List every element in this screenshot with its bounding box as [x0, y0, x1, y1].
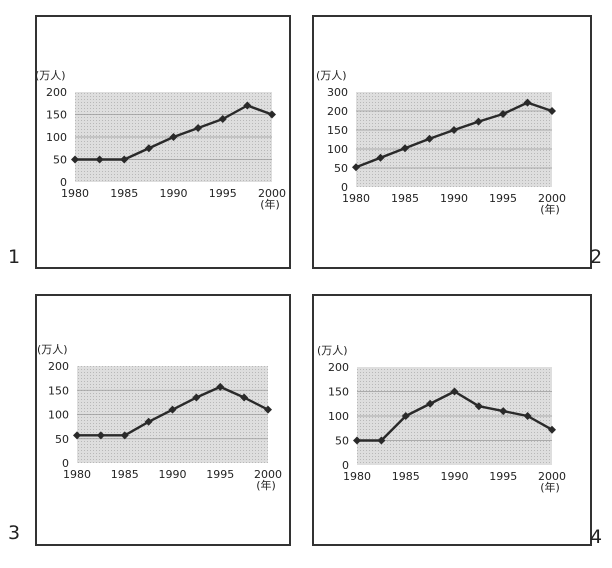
- chart-panel-4: 0 50 100 150 200 1980 1985 1990 1995 2000 (万人) (年): [312, 294, 592, 546]
- y-tick-label: 100: [48, 409, 69, 422]
- x-tick-label: 1990: [160, 187, 188, 200]
- data-point: [426, 399, 435, 408]
- x-tick-label: 1995: [206, 468, 234, 481]
- y-tick-label: 100: [46, 131, 67, 144]
- data-point: [352, 163, 360, 172]
- data-point: [523, 98, 532, 107]
- data-point: [120, 431, 129, 440]
- data-point: [194, 124, 203, 132]
- y-tick-label: 150: [327, 124, 348, 137]
- x-tick-label: 1995: [489, 470, 517, 483]
- data-point: [401, 144, 409, 153]
- data-point: [450, 126, 458, 134]
- x-axis-label: (年): [540, 202, 560, 216]
- data-point: [474, 402, 483, 411]
- panel-label-1: 1: [8, 246, 21, 268]
- data-point: [499, 110, 507, 119]
- panel-label-4: 4: [590, 526, 603, 548]
- y-tick-label: 150: [46, 109, 67, 122]
- data-point: [548, 107, 556, 115]
- data-point: [120, 155, 129, 164]
- x-tick-label: 2000: [538, 470, 566, 483]
- x-tick-label: 1980: [63, 468, 91, 481]
- y-axis-label: (万人): [35, 69, 66, 82]
- y-tick-label: 50: [53, 154, 67, 167]
- y-tick-label: 200: [327, 105, 348, 118]
- x-tick-label: 1980: [342, 192, 370, 205]
- panel-label-2: 2: [590, 246, 603, 268]
- y-tick-label: 50: [334, 162, 348, 175]
- data-point: [144, 417, 153, 426]
- y-tick-label: 300: [327, 86, 348, 99]
- x-tick-label: 1990: [441, 470, 469, 483]
- chart-panel-3: 0 50 100 150 200 1980 1985 1990 1995 2000 (万人) (年): [35, 294, 291, 546]
- y-tick-label: 200: [46, 86, 67, 99]
- x-tick-label: 1990: [159, 468, 187, 481]
- x-tick-label: 1985: [110, 187, 138, 200]
- y-axis-label: (万人): [37, 343, 68, 356]
- data-point: [377, 436, 386, 445]
- data-point: [548, 425, 556, 434]
- x-tick-label: 1985: [111, 468, 139, 481]
- data-point: [450, 387, 459, 396]
- panel-frame: [35, 294, 291, 546]
- data-point: [169, 133, 178, 141]
- y-axis-label: (万人): [316, 69, 347, 82]
- data-point: [168, 405, 177, 414]
- y-tick-label: 50: [335, 435, 349, 448]
- y-axis-label: (万人): [317, 344, 348, 357]
- data-point: [401, 412, 410, 420]
- data-point: [499, 407, 508, 416]
- x-tick-label: 1995: [489, 192, 517, 205]
- data-point: [96, 431, 105, 440]
- data-point: [268, 110, 276, 119]
- data-point: [523, 412, 532, 420]
- y-tick-label: 200: [48, 360, 69, 373]
- panel-label-3: 3: [8, 522, 21, 544]
- x-axis-label: (年): [260, 197, 280, 211]
- data-point: [240, 393, 249, 402]
- y-tick-label: 50: [55, 433, 69, 446]
- data-point: [474, 117, 483, 126]
- chart-panel-2: 0 50 100 150 200 300 1980 1985 1990 1995 2000 (万人) (…: [312, 15, 592, 269]
- panel-frame: [312, 294, 592, 546]
- panel-frame: [312, 15, 592, 269]
- x-axis-label: (年): [256, 478, 276, 492]
- y-tick-label: 0: [62, 457, 69, 470]
- panel-frame: [35, 15, 291, 269]
- y-tick-label: 100: [327, 143, 348, 156]
- y-tick-label: 0: [341, 181, 348, 194]
- x-tick-label: 1995: [209, 187, 237, 200]
- data-point: [144, 144, 153, 153]
- x-tick-label: 1985: [391, 192, 419, 205]
- data-point: [264, 405, 272, 414]
- x-tick-label: 2000: [254, 468, 282, 481]
- x-tick-label: 1985: [392, 470, 420, 483]
- data-point: [218, 115, 227, 123]
- plot-area: [356, 92, 552, 187]
- data-point: [192, 393, 201, 402]
- x-axis-label: (年): [540, 480, 560, 494]
- data-point: [376, 153, 385, 162]
- y-tick-label: 150: [48, 384, 69, 397]
- y-tick-label: 150: [328, 386, 349, 399]
- x-tick-label: 2000: [258, 187, 286, 200]
- x-tick-label: 2000: [538, 192, 566, 205]
- x-tick-label: 1980: [343, 470, 371, 483]
- x-tick-label: 1990: [440, 192, 468, 205]
- chart-panel-1: 0 50 100 150 200 1980 1985 1990 1995 2000 (万人) (年): [35, 15, 291, 269]
- data-point: [425, 134, 434, 143]
- data-point: [243, 101, 252, 110]
- data-point: [216, 382, 225, 391]
- x-tick-label: 1980: [61, 187, 89, 200]
- data-point: [353, 436, 361, 445]
- y-tick-label: 0: [60, 176, 67, 189]
- y-tick-label: 0: [342, 459, 349, 472]
- data-point: [71, 155, 79, 164]
- y-tick-label: 200: [328, 361, 349, 374]
- data-point: [95, 155, 104, 164]
- data-point: [73, 431, 81, 440]
- y-tick-label: 100: [328, 410, 349, 423]
